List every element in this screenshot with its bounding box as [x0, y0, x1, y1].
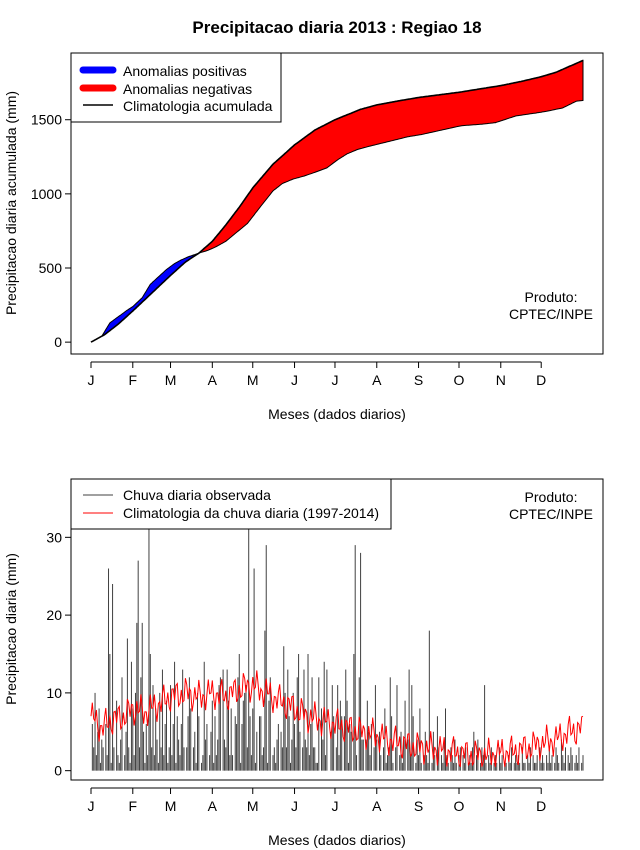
bottom-x-tick-label: A: [372, 798, 382, 814]
axes: 0 500 1000 1500 J F M A M J J A S O N D: [31, 112, 546, 388]
top-y-tick-label: 1500: [31, 112, 62, 128]
climatology-daily-line: [90, 670, 584, 768]
bottom-x-tick-label: D: [536, 798, 546, 814]
top-y-tick-label: 500: [39, 260, 63, 276]
bottom-x-tick-label: A: [208, 798, 218, 814]
bottom-x-tick-label: F: [129, 798, 138, 814]
legend-label-negative: Anomalias negativas: [123, 81, 252, 97]
bottom-x-tick-label: J: [291, 798, 298, 814]
positive-anomaly-area: [90, 252, 200, 343]
credit-line-2: CPTEC/INPE: [509, 306, 593, 322]
top-x-tick-label: M: [247, 372, 259, 388]
legend: Chuva diaria observada Climatologia da c…: [70, 478, 392, 530]
y-axis-label: Precipitacao diaria (mm): [3, 553, 19, 705]
top-y-tick-label: 0: [54, 334, 62, 350]
bottom-x-tick-label: M: [247, 798, 259, 814]
bottom-x-tick-label: O: [454, 798, 465, 814]
top-x-tick-label: O: [454, 372, 465, 388]
x-axis-label: Meses (dados diarios): [268, 832, 406, 848]
bottom-x-tick-label: S: [414, 798, 423, 814]
bottom-x-tick-label: N: [496, 798, 506, 814]
top-x-tick-label: J: [331, 372, 338, 388]
legend-label-observed: Chuva diaria observada: [123, 487, 271, 503]
y-axis-label: Precipitacao diaria acumulada (mm): [3, 91, 19, 315]
bottom-x-tick-label: J: [331, 798, 338, 814]
bottom-x-tick-label: M: [165, 798, 177, 814]
top-y-tick-label: 1000: [31, 186, 62, 202]
plot-frame: [70, 52, 604, 355]
top-x-tick-label: A: [208, 372, 218, 388]
credit-line-1: Produto:: [525, 289, 578, 305]
top-x-tick-label: M: [165, 372, 177, 388]
x-axis-label: Meses (dados diarios): [268, 406, 406, 422]
credit-line-2: CPTEC/INPE: [509, 506, 593, 522]
top-x-tick-label: D: [536, 372, 546, 388]
top-x-tick-label: F: [129, 372, 138, 388]
observed-rain-bars: [91, 482, 584, 771]
bottom-y-tick-label: 30: [46, 529, 62, 545]
credit-line-1: Produto:: [525, 489, 578, 505]
bottom-y-tick-label: 20: [46, 607, 62, 623]
top-x-tick-label: N: [496, 372, 506, 388]
top-x-tick-label: S: [414, 372, 423, 388]
legend-label-climatology: Climatologia da chuva diaria (1997-2014): [123, 505, 379, 521]
legend-label-climatology: Climatologia acumulada: [123, 98, 273, 114]
top-x-tick-label: J: [291, 372, 298, 388]
climatology-accumulated-line: [90, 59, 584, 343]
daily-precipitation-panel: 0 10 20 30 J F M A M J J A S O N D Meses (dados diarios…: [3, 478, 604, 848]
top-x-tick-label: J: [88, 372, 95, 388]
legend-box: [70, 478, 392, 530]
bottom-y-tick-label: 0: [54, 763, 62, 779]
legend-label-positive: Anomalias positivas: [123, 63, 247, 79]
axes: 0 10 20 30 J F M A M J J A S O N D: [46, 529, 546, 814]
top-x-tick-label: A: [372, 372, 382, 388]
cumulative-precipitation-panel: 0 500 1000 1500 J F M A M J J A S O N D Meses (dados di…: [3, 52, 604, 422]
chart-title: Precipitacao diaria 2013 : Regiao 18: [192, 18, 481, 37]
bottom-x-tick-label: J: [88, 798, 95, 814]
legend: Anomalias positivas Anomalias negativas …: [70, 52, 282, 123]
bottom-y-tick-label: 10: [46, 685, 62, 701]
